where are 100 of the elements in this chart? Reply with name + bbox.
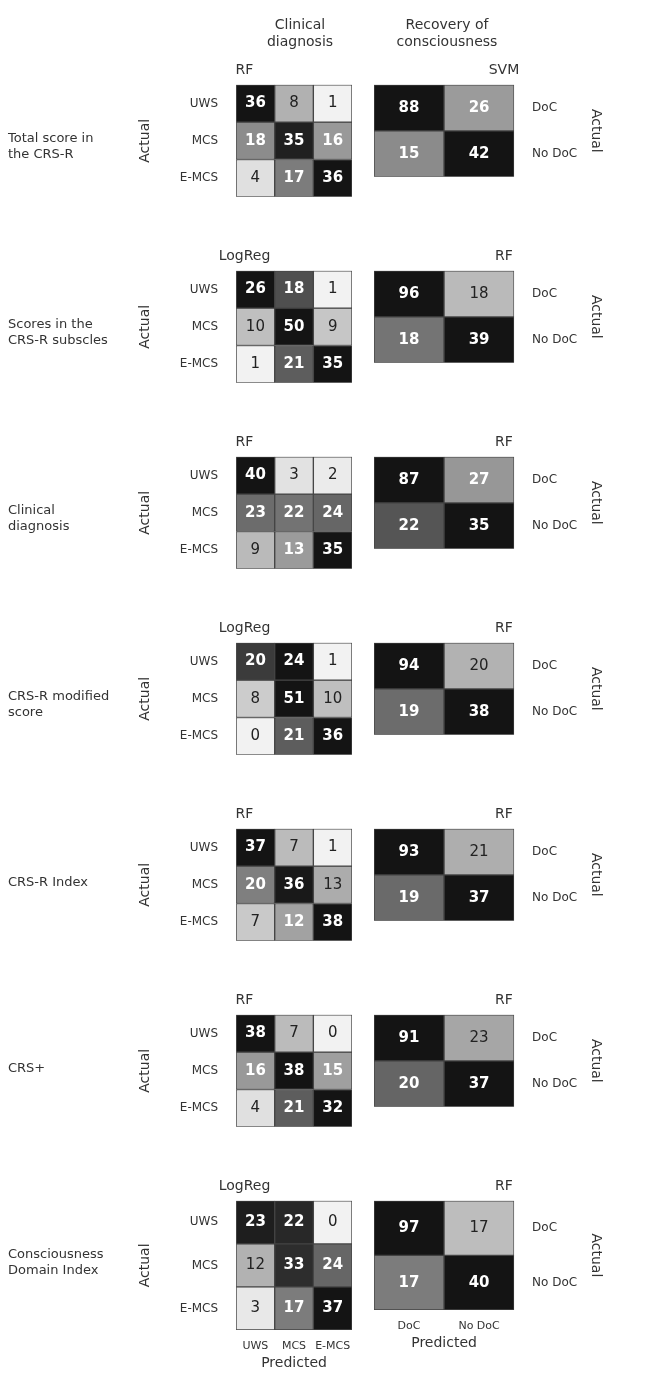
y-tick-label: No DoC: [532, 1274, 578, 1289]
data-label: 42: [468, 143, 490, 162]
y-tick-label: No DoC: [532, 517, 578, 532]
y-tick-label: DoC: [532, 1029, 558, 1044]
x-tick-label: E-MCS: [315, 1339, 351, 1353]
data-label: 12: [245, 1255, 265, 1274]
y-tick-label: MCS: [191, 876, 219, 891]
data-label: 22: [398, 515, 420, 534]
data-label: 51: [283, 688, 305, 707]
data-label: 21: [283, 726, 305, 745]
y-tick-label: MCS: [191, 132, 219, 147]
data-label: 24: [322, 502, 344, 521]
y-axis-title: Actual: [136, 304, 153, 349]
x-axis-title: Predicted: [261, 1354, 327, 1371]
data-label: 21: [283, 1098, 305, 1117]
data-label: 15: [398, 143, 420, 162]
data-label: 17: [469, 1217, 489, 1236]
data-label: 35: [283, 130, 305, 149]
data-label: 26: [244, 279, 266, 298]
data-label: 33: [283, 1255, 305, 1274]
data-label: 23: [244, 502, 266, 521]
chart-title: LogReg: [218, 247, 271, 264]
y-tick-label: E-MCS: [179, 1300, 219, 1315]
chart-subtitle: Clinical diagnosis: [265, 16, 335, 50]
data-label: 32: [322, 1098, 344, 1117]
data-label: 1: [327, 279, 338, 298]
data-label: 38: [468, 701, 490, 720]
y-axis-title: Actual: [588, 1233, 605, 1278]
text: Total score in the CRS-R: [8, 130, 95, 162]
data-label: 18: [244, 130, 266, 149]
y-axis-title: Actual: [136, 118, 153, 163]
data-label: 9: [327, 316, 338, 335]
text: CRS-R modified score: [8, 688, 111, 720]
data-label: 0: [327, 1212, 338, 1231]
data-label: 16: [244, 1060, 266, 1079]
data-label: 26: [468, 97, 490, 116]
data-label: 37: [244, 837, 266, 856]
data-label: 10: [245, 316, 265, 335]
y-axis-title: Actual: [136, 1048, 153, 1093]
y-tick-label: UWS: [189, 281, 219, 296]
data-label: 23: [469, 1027, 489, 1046]
x-tick-label: UWS: [242, 1339, 269, 1353]
chart-subtitle: Recovery of consciousness: [395, 16, 499, 50]
y-axis-title: Actual: [136, 490, 153, 535]
y-axis-title: Actual: [136, 862, 153, 907]
chart-title: RF: [495, 619, 513, 636]
data-label: 3: [289, 465, 299, 484]
data-label: 22: [283, 1212, 305, 1231]
y-tick-label: DoC: [532, 843, 558, 858]
data-label: 7: [289, 837, 299, 856]
y-tick-label: E-MCS: [179, 542, 219, 557]
data-label: 39: [468, 329, 490, 348]
y-axis-title: Actual: [136, 676, 153, 721]
data-label: 0: [250, 726, 261, 745]
text: CRS-R Index: [8, 874, 89, 890]
data-label: 9: [250, 540, 261, 559]
data-label: 87: [398, 469, 420, 488]
y-tick-label: UWS: [189, 1025, 219, 1040]
data-label: 8: [289, 93, 299, 112]
data-label: 40: [468, 1272, 490, 1291]
chart-title: RF: [495, 805, 513, 822]
data-label: 35: [322, 540, 344, 559]
data-label: 13: [283, 540, 305, 559]
data-label: 88: [398, 97, 420, 116]
y-axis-title: Actual: [588, 108, 605, 153]
y-tick-label: E-MCS: [179, 1100, 219, 1115]
data-label: 38: [244, 1023, 266, 1042]
data-label: 20: [469, 655, 489, 674]
data-label: 20: [244, 874, 266, 893]
y-tick-label: DoC: [532, 657, 558, 672]
y-tick-label: No DoC: [532, 889, 578, 904]
data-label: 18: [469, 283, 489, 302]
data-label: 18: [398, 329, 420, 348]
data-label: 4: [250, 1098, 261, 1117]
data-label: 37: [468, 887, 490, 906]
data-label: 38: [322, 912, 344, 931]
y-tick-label: MCS: [191, 318, 219, 333]
y-tick-label: No DoC: [532, 145, 578, 160]
data-label: 19: [398, 701, 420, 720]
data-label: 24: [283, 651, 305, 670]
data-label: 91: [398, 1027, 420, 1046]
data-label: 15: [322, 1060, 344, 1079]
data-label: 21: [469, 841, 489, 860]
data-label: 10: [323, 688, 343, 707]
y-axis-title: Actual: [588, 666, 605, 711]
data-label: 36: [322, 168, 344, 187]
chart-title: RF: [235, 991, 254, 1008]
chart-title: LogReg: [218, 1177, 271, 1194]
y-axis-title: Actual: [588, 852, 605, 897]
y-tick-label: MCS: [191, 690, 219, 705]
y-tick-label: UWS: [189, 1214, 219, 1229]
chart-title: RF: [495, 433, 513, 450]
data-label: 1: [327, 651, 338, 670]
data-label: 21: [283, 354, 305, 373]
data-label: 94: [398, 655, 420, 674]
data-label: 93: [398, 841, 420, 860]
data-label: 36: [322, 726, 344, 745]
y-tick-label: DoC: [532, 471, 558, 486]
text: Clinical diagnosis: [8, 502, 71, 534]
data-label: 7: [250, 912, 261, 931]
